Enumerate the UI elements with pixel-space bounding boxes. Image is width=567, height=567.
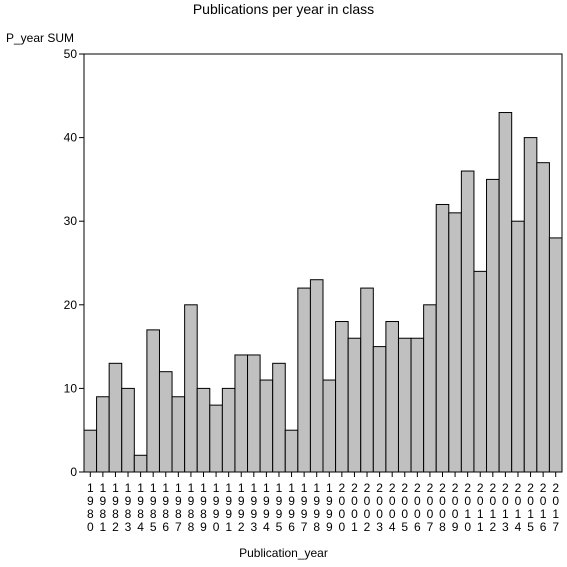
chart-title: Publications per year in class (192, 1, 375, 17)
bar (511, 220, 525, 473)
bar (410, 337, 425, 473)
bar (536, 162, 550, 473)
bar (309, 279, 324, 473)
bar (158, 371, 173, 473)
bar (423, 304, 437, 473)
bar (83, 429, 98, 473)
bar (96, 396, 110, 473)
bar (372, 346, 387, 473)
bar (284, 429, 299, 473)
bar (548, 237, 563, 473)
bar (184, 304, 198, 473)
y-tick-label: 40 (64, 131, 78, 145)
bar (360, 287, 374, 473)
x-axis-label: Publication_year (239, 546, 328, 560)
bar (322, 379, 337, 473)
bar (209, 404, 223, 473)
y-tick-label: 10 (64, 381, 78, 395)
bar (486, 178, 500, 473)
y-axis-label: P_year SUM (6, 31, 75, 45)
bar (435, 203, 450, 473)
bar (221, 387, 236, 473)
bar (146, 329, 160, 473)
bar (247, 354, 261, 473)
bar (171, 396, 186, 473)
bar (196, 387, 211, 473)
plot-frame (83, 53, 563, 473)
bar (121, 387, 135, 473)
bar (234, 354, 249, 473)
bar (108, 362, 123, 473)
bar (473, 270, 488, 473)
y-tick-label: 20 (64, 298, 78, 312)
bar (523, 137, 538, 473)
bar (460, 170, 475, 473)
bar (297, 287, 311, 473)
y-tick-label: 50 (64, 47, 78, 61)
bar (259, 379, 274, 473)
bar (335, 321, 349, 473)
bar (272, 362, 286, 473)
bar (448, 212, 462, 473)
bar (397, 337, 412, 473)
bar (133, 454, 148, 473)
bar (498, 112, 513, 473)
y-tick-label: 0 (70, 465, 77, 479)
y-tick-label: 30 (64, 214, 78, 228)
bar (347, 337, 362, 473)
bar (385, 321, 399, 473)
